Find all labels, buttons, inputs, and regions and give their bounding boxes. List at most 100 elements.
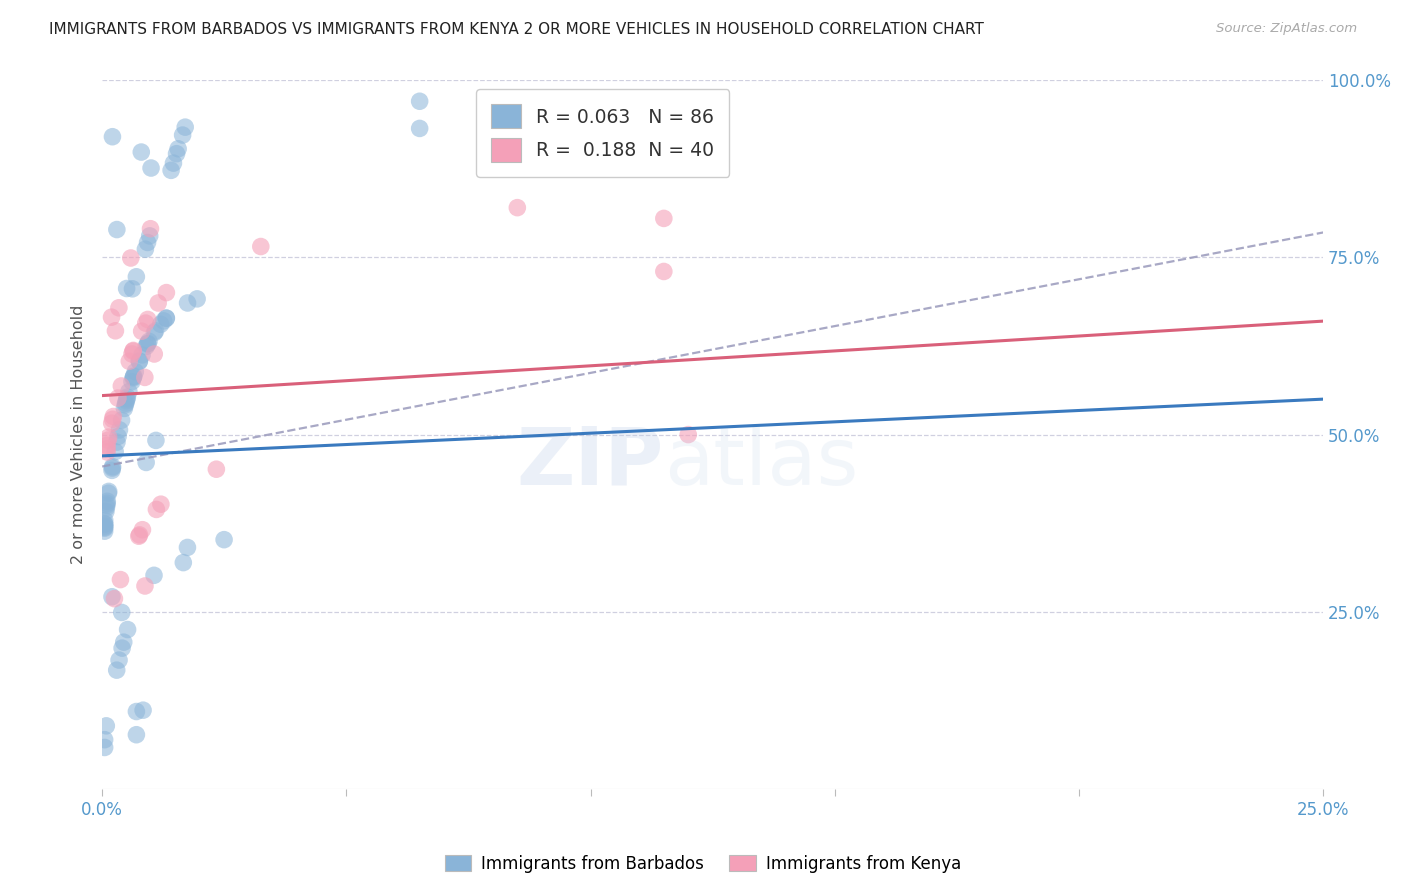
Point [143,347,166,361]
Point [146,296,169,310]
Point [135,339,157,353]
Point [112,635,135,649]
Point [93,513,115,527]
Point [136,337,159,351]
Point [96,445,118,459]
Point [110,573,132,587]
Point [186,292,208,306]
Point [136,336,159,351]
Point [143,326,166,340]
Point [122,344,145,359]
Point [100,310,122,325]
Point [93,740,115,755]
Point [108,423,131,437]
Point [506,201,529,215]
Point [93,524,115,539]
Point [104,444,127,458]
Point [125,269,148,284]
Point [124,365,146,379]
Point [93,520,115,534]
Point [118,384,141,399]
Legend: Immigrants from Barbados, Immigrants from Kenya: Immigrants from Barbados, Immigrants fro… [439,848,967,880]
Point [167,142,190,156]
Point [97,430,120,444]
Point [115,392,138,406]
Point [131,324,153,338]
Point [135,455,157,469]
Point [250,239,273,253]
Point [93,516,115,531]
Point [101,129,124,144]
Point [135,316,157,330]
Point [112,401,135,416]
Point [174,120,197,135]
Point [117,623,139,637]
Point [129,145,152,159]
Point [125,705,148,719]
Point [139,221,162,235]
Text: ZIP: ZIP [516,424,664,502]
Point [408,121,430,136]
Point [652,264,675,278]
Y-axis label: 2 or more Vehicles in Household: 2 or more Vehicles in Household [72,305,86,565]
Point [138,228,160,243]
Point [122,371,145,385]
Point [132,703,155,717]
Text: Source: ZipAtlas.com: Source: ZipAtlas.com [1216,22,1357,36]
Point [101,463,124,477]
Point [110,413,132,427]
Point [93,521,115,535]
Point [166,146,188,161]
Point [162,156,184,170]
Point [101,461,124,475]
Point [152,314,174,328]
Point [120,251,142,265]
Point [172,556,194,570]
Point [149,497,172,511]
Point [111,606,134,620]
Point [125,728,148,742]
Point [114,396,136,410]
Point [121,347,143,361]
Point [101,412,124,426]
Point [96,494,118,508]
Point [176,541,198,555]
Point [134,579,156,593]
Point [149,318,172,332]
Point [122,369,145,384]
Point [205,462,228,476]
Point [105,222,128,236]
Point [155,311,177,326]
Point [93,516,115,531]
Point [108,653,131,667]
Point [155,311,177,326]
Point [96,500,118,515]
Point [145,324,167,338]
Point [97,484,120,499]
Point [160,163,183,178]
Point [678,427,700,442]
Point [101,459,124,474]
Point [176,296,198,310]
Text: IMMIGRANTS FROM BARBADOS VS IMMIGRANTS FROM KENYA 2 OR MORE VEHICLES IN HOUSEHOL: IMMIGRANTS FROM BARBADOS VS IMMIGRANTS F… [49,22,984,37]
Point [128,354,150,368]
Point [96,438,118,452]
Point [145,502,167,516]
Point [96,496,118,510]
Point [131,348,153,362]
Point [110,379,132,393]
Point [128,529,150,543]
Point [128,354,150,368]
Point [115,393,138,408]
Point [104,324,127,338]
Point [97,486,120,500]
Point [212,533,235,547]
Point [121,375,143,389]
Point [93,732,115,747]
Point [408,95,430,109]
Point [155,285,177,300]
Point [134,242,156,256]
Point [122,369,145,384]
Point [97,433,120,447]
Point [107,429,129,443]
